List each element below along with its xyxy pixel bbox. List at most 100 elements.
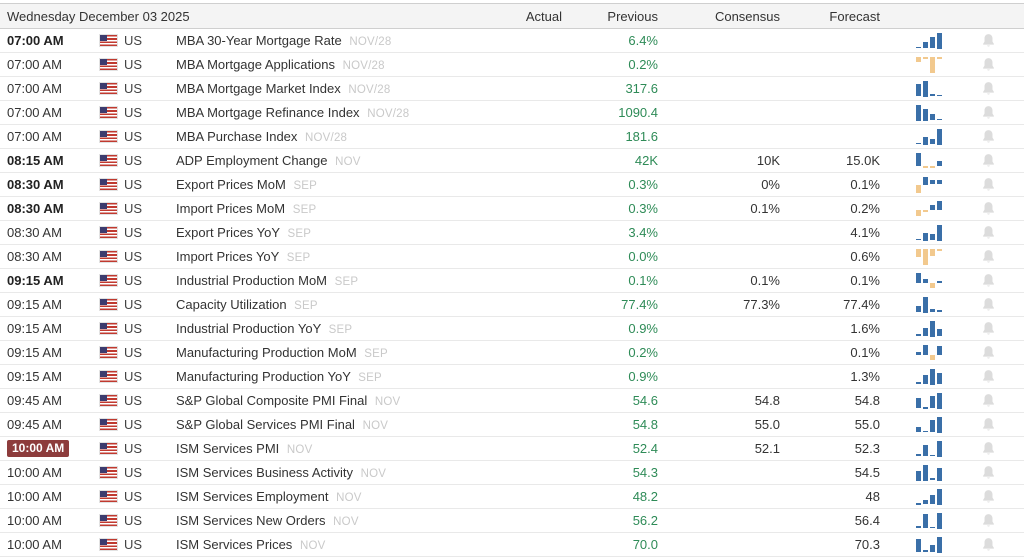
event-link[interactable]: Capacity Utilization [176, 297, 287, 312]
mini-bar-chart-icon[interactable] [916, 368, 942, 385]
event-link[interactable]: ISM Services Employment [176, 489, 329, 504]
alert-bell-button[interactable] [982, 81, 995, 96]
alert-bell-button[interactable] [982, 33, 995, 48]
event-link[interactable]: Manufacturing Production YoY [176, 369, 351, 384]
mini-bar-chart-icon[interactable] [916, 176, 942, 193]
us-flag-icon [99, 250, 118, 263]
mini-bar-chart-icon[interactable] [916, 344, 942, 361]
mini-bar-chart-icon[interactable] [916, 200, 942, 217]
column-header-consensus: Consensus [714, 8, 780, 24]
alert-bell-button[interactable] [982, 297, 995, 312]
mini-bar-chart-icon[interactable] [916, 416, 942, 433]
alert-bell-button[interactable] [982, 537, 995, 552]
table-row: 09:15 AM US Manufacturing Production MoM… [0, 341, 1024, 365]
event-link[interactable]: MBA Mortgage Applications [176, 57, 335, 72]
us-flag-icon [99, 490, 118, 503]
event-link[interactable]: S&P Global Composite PMI Final [176, 393, 368, 408]
event-link[interactable]: MBA Mortgage Market Index [176, 81, 341, 96]
alert-bell-button[interactable] [982, 465, 995, 480]
mini-bar-chart-icon[interactable] [916, 128, 942, 145]
alert-bell-button[interactable] [982, 441, 995, 456]
event-link[interactable]: MBA 30-Year Mortgage Rate [176, 33, 342, 48]
alert-bell-button[interactable] [982, 393, 995, 408]
table-row: 08:30 AM US Export Prices MoM SEP 0.3% 0… [0, 173, 1024, 197]
alert-bell-button[interactable] [982, 105, 995, 120]
previous-value: 181.6 [625, 129, 658, 144]
country-label: US [124, 537, 143, 552]
mini-bar-chart-icon[interactable] [916, 272, 942, 289]
mini-bar-chart-icon[interactable] [916, 512, 942, 529]
event-cell: Import Prices MoM SEP [176, 201, 520, 216]
event-time: 09:45 AM [7, 393, 62, 408]
previous-value: 42K [634, 153, 658, 168]
mini-bar-chart-icon[interactable] [916, 104, 942, 121]
alert-bell-icon [982, 130, 994, 143]
spark-cell [880, 392, 952, 409]
event-link[interactable]: MBA Purchase Index [176, 129, 298, 144]
alert-bell-icon [982, 394, 994, 407]
event-link[interactable]: Manufacturing Production MoM [176, 345, 357, 360]
alert-bell-button[interactable] [982, 153, 995, 168]
event-time: 08:15 AM [7, 153, 64, 168]
event-link[interactable]: ISM Services Business Activity [176, 465, 353, 480]
country-label: US [124, 33, 143, 48]
event-link[interactable]: MBA Mortgage Refinance Index [176, 105, 360, 120]
event-link[interactable]: ADP Employment Change [176, 153, 328, 168]
alert-bell-button[interactable] [982, 417, 995, 432]
alert-bell-button[interactable] [982, 321, 995, 336]
mini-bar-chart-icon[interactable] [916, 224, 942, 241]
event-link[interactable]: ISM Services New Orders [176, 513, 326, 528]
alert-bell-button[interactable] [982, 489, 995, 504]
alert-bell-button[interactable] [982, 345, 995, 360]
event-link[interactable]: Industrial Production YoY [176, 321, 322, 336]
mini-bar-chart-icon[interactable] [916, 464, 942, 481]
spark-cell [880, 488, 952, 505]
alert-bell-button[interactable] [982, 273, 995, 288]
mini-bar-chart-icon[interactable] [916, 296, 942, 313]
country-cell: US [99, 369, 176, 384]
event-link[interactable]: Industrial Production MoM [176, 273, 328, 288]
event-cell: Capacity Utilization SEP [176, 297, 520, 312]
event-link[interactable]: Import Prices YoY [176, 249, 280, 264]
event-time: 07:00 AM [7, 33, 64, 48]
event-time: 07:00 AM [7, 57, 62, 72]
event-link[interactable]: ISM Services PMI [176, 441, 280, 456]
consensus-value: 77.3% [743, 297, 780, 312]
spark-cell [880, 512, 952, 529]
event-link[interactable]: Import Prices MoM [176, 201, 286, 216]
mini-bar-chart-icon[interactable] [916, 440, 942, 457]
event-cell: Import Prices YoY SEP [176, 249, 520, 264]
mini-bar-chart-icon[interactable] [916, 392, 942, 409]
mini-bar-chart-icon[interactable] [916, 536, 942, 553]
alert-bell-button[interactable] [982, 225, 995, 240]
alert-bell-icon [982, 274, 994, 287]
event-time: 10:00 AM [7, 513, 62, 528]
us-flag-icon [99, 466, 118, 479]
alert-bell-button[interactable] [982, 57, 995, 72]
reference-period-label: SEP [287, 228, 312, 240]
mini-bar-chart-icon[interactable] [916, 488, 942, 505]
event-link[interactable]: ISM Services Prices [176, 537, 293, 552]
mini-bar-chart-icon[interactable] [916, 152, 942, 169]
table-row: 08:30 AM US Import Prices MoM SEP 0.3% 0… [0, 197, 1024, 221]
event-link[interactable]: S&P Global Services PMI Final [176, 417, 355, 432]
alert-bell-button[interactable] [982, 513, 995, 528]
event-link[interactable]: Export Prices MoM [176, 177, 286, 192]
mini-bar-chart-icon[interactable] [916, 320, 942, 337]
us-flag-icon [99, 154, 118, 167]
spark-cell [880, 344, 952, 361]
event-link[interactable]: Export Prices YoY [176, 225, 280, 240]
mini-bar-chart-icon[interactable] [916, 32, 942, 49]
alert-bell-button[interactable] [982, 249, 995, 264]
alert-bell-button[interactable] [982, 129, 995, 144]
country-label: US [124, 393, 143, 408]
alert-bell-button[interactable] [982, 177, 995, 192]
country-cell: US [99, 33, 176, 48]
mini-bar-chart-icon[interactable] [916, 248, 942, 265]
mini-bar-chart-icon[interactable] [916, 56, 942, 73]
alert-bell-button[interactable] [982, 201, 995, 216]
alert-bell-button[interactable] [982, 369, 995, 384]
reference-period-label: NOV/28 [342, 60, 385, 72]
event-cell: Industrial Production YoY SEP [176, 321, 520, 336]
mini-bar-chart-icon[interactable] [916, 80, 942, 97]
